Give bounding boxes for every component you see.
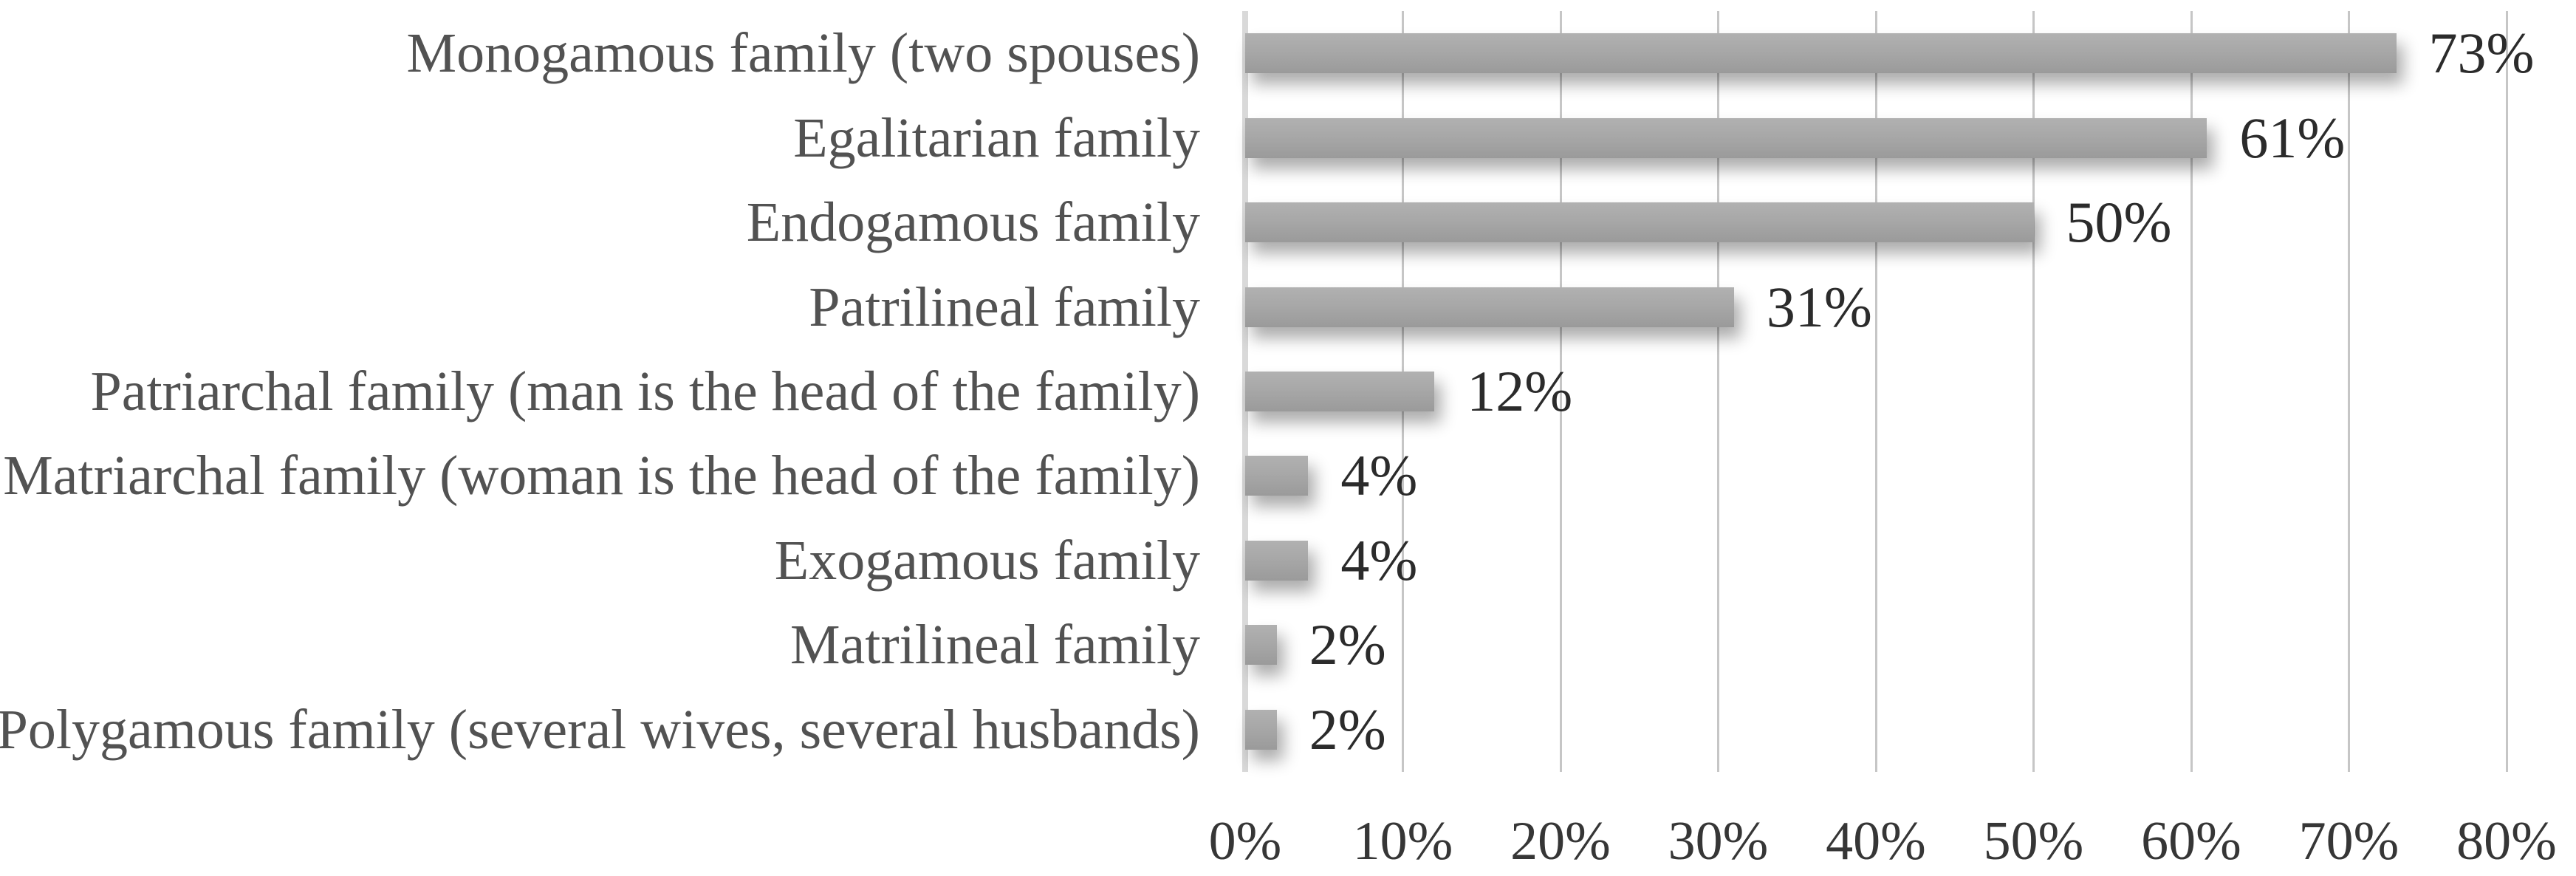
bar-value-label: 4% <box>1340 443 1418 508</box>
category-label: Matrilineal family <box>789 614 1200 677</box>
bar-value-label: 50% <box>2066 190 2172 255</box>
category-label: Matriarchal family (woman is the head of… <box>3 445 1200 507</box>
category-label: Monogamous family (two spouses) <box>406 22 1200 85</box>
bar <box>1245 625 1277 665</box>
gridline <box>2190 11 2193 772</box>
bar-value-label: 31% <box>1766 274 1872 339</box>
bar-value-label: 2% <box>1309 612 1386 677</box>
gridline <box>2348 11 2350 772</box>
gridline <box>1874 11 1877 772</box>
gridline <box>1717 11 1719 772</box>
category-label: Patriarchal family (man is the head of t… <box>90 360 1200 422</box>
category-label: Polygamous family (several wives, severa… <box>0 698 1200 761</box>
bar <box>1245 33 2397 74</box>
x-tick-label: 10% <box>1352 811 1453 872</box>
bar-value-label: 73% <box>2428 21 2535 86</box>
x-tick-label: 60% <box>2141 811 2241 872</box>
bar <box>1245 202 2034 243</box>
x-tick-label: 40% <box>1826 811 1926 872</box>
gridline <box>2505 11 2508 772</box>
bar-value-label: 12% <box>1467 358 1573 423</box>
bar <box>1245 709 1277 750</box>
category-label: Egalitarian family <box>793 106 1200 169</box>
category-label: Patrilineal family <box>809 276 1200 338</box>
bar <box>1245 456 1309 496</box>
gridline <box>1559 11 1562 772</box>
bar-value-label: 4% <box>1340 527 1418 592</box>
x-tick-label: 20% <box>1510 811 1611 872</box>
x-tick-label: 0% <box>1208 811 1282 872</box>
bar-value-label: 61% <box>2239 105 2346 170</box>
x-tick-label: 70% <box>2298 811 2399 872</box>
category-label: Endogamous family <box>746 191 1200 254</box>
bar <box>1245 372 1435 411</box>
x-tick-label: 80% <box>2456 811 2557 872</box>
bar <box>1245 117 2207 158</box>
bar-value-label: 2% <box>1309 697 1386 762</box>
bar <box>1245 287 1734 327</box>
category-label: Exogamous family <box>774 529 1200 592</box>
x-tick-label: 30% <box>1668 811 1769 872</box>
gridline <box>2032 11 2035 772</box>
bar <box>1245 540 1309 581</box>
x-tick-label: 50% <box>1983 811 2084 872</box>
